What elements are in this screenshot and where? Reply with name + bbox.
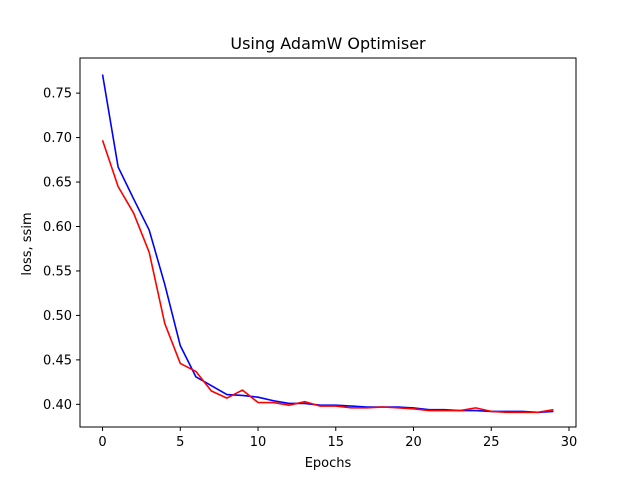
series-group (101, 74, 554, 414)
x-tick-label: 0 (98, 435, 106, 450)
series-line-2 (101, 139, 554, 414)
x-tick-label: 30 (561, 435, 578, 450)
y-axis: 0.40 0.45 0.50 0.55 0.60 0.65 0.70 0.75 (43, 87, 80, 413)
x-axis: 0 5 10 15 20 25 30 (98, 427, 577, 450)
x-tick-label: 25 (483, 435, 500, 450)
x-axis-label: Epochs (305, 456, 352, 471)
y-tick-label: 0.45 (43, 353, 72, 368)
y-tick-label: 0.55 (43, 264, 72, 279)
x-tick-label: 5 (176, 435, 184, 450)
y-axis-label: loss, ssim (20, 212, 35, 275)
y-tick-label: 0.50 (43, 309, 72, 324)
plot-frame (79, 57, 577, 428)
y-tick-label: 0.75 (43, 87, 72, 102)
x-tick-label: 20 (405, 435, 422, 450)
y-tick-label: 0.65 (43, 176, 72, 191)
series-line-1 (101, 74, 554, 414)
x-tick-label: 10 (250, 435, 267, 450)
y-tick-label: 0.70 (43, 131, 72, 146)
y-tick-label: 0.60 (43, 220, 72, 235)
y-tick-label: 0.40 (43, 398, 72, 413)
chart-title: Using AdamW Optimiser (230, 34, 426, 53)
x-tick-label: 15 (328, 435, 345, 450)
